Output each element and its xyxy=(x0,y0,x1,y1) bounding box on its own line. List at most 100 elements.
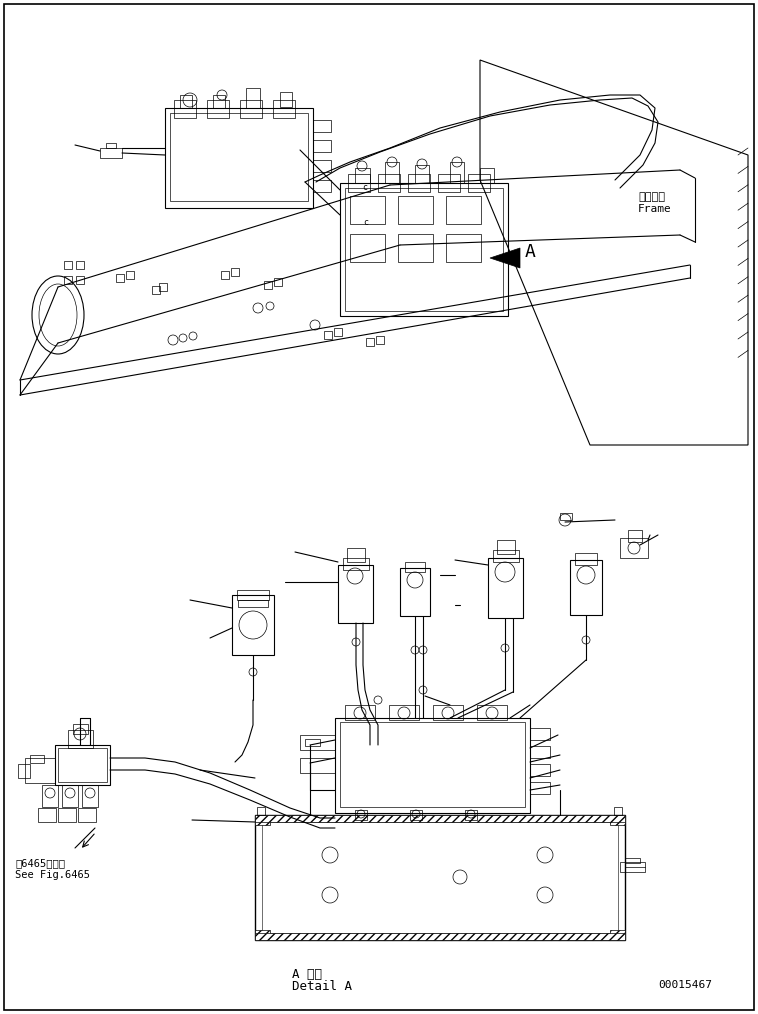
Bar xyxy=(355,168,370,183)
Bar xyxy=(366,338,374,346)
Bar xyxy=(493,550,519,562)
Bar xyxy=(38,808,56,822)
Bar xyxy=(446,234,481,262)
Bar xyxy=(170,113,308,201)
Bar xyxy=(338,565,373,623)
Bar xyxy=(530,764,550,776)
Bar xyxy=(300,758,335,773)
Polygon shape xyxy=(255,933,625,940)
Bar xyxy=(620,862,645,872)
Text: Frame: Frame xyxy=(638,204,672,214)
Bar xyxy=(433,705,463,720)
Bar xyxy=(73,724,88,734)
Text: A: A xyxy=(525,243,536,261)
Bar xyxy=(280,92,292,107)
Polygon shape xyxy=(490,248,520,268)
Bar xyxy=(180,95,192,108)
Bar xyxy=(240,100,262,118)
Bar xyxy=(42,785,58,807)
Bar xyxy=(273,100,295,118)
Bar xyxy=(385,162,399,183)
Bar xyxy=(300,735,335,750)
Bar xyxy=(345,705,375,720)
Bar xyxy=(257,807,265,815)
Bar xyxy=(165,108,313,208)
Bar xyxy=(237,590,269,600)
Text: A 詳細: A 詳細 xyxy=(292,968,322,981)
Bar xyxy=(405,562,425,572)
Bar xyxy=(152,286,160,294)
Polygon shape xyxy=(255,815,625,822)
Bar xyxy=(246,88,260,108)
Polygon shape xyxy=(255,815,270,825)
Bar xyxy=(614,807,622,815)
Bar xyxy=(64,276,72,284)
Bar xyxy=(389,705,419,720)
Text: See Fig.6465: See Fig.6465 xyxy=(15,870,90,880)
Bar xyxy=(207,100,229,118)
Bar xyxy=(560,513,572,520)
Bar xyxy=(376,336,384,344)
Bar xyxy=(232,595,274,655)
Bar xyxy=(465,810,477,820)
Bar xyxy=(410,810,422,820)
Bar xyxy=(625,858,640,863)
Bar xyxy=(334,328,342,336)
Bar xyxy=(468,174,490,192)
Bar xyxy=(274,278,282,286)
Polygon shape xyxy=(610,815,625,825)
Bar xyxy=(347,548,365,562)
Bar xyxy=(450,162,464,183)
Bar xyxy=(221,271,229,279)
Bar xyxy=(408,174,430,192)
Ellipse shape xyxy=(32,276,84,354)
Bar xyxy=(231,268,239,276)
Text: Detail A: Detail A xyxy=(292,980,352,993)
Bar xyxy=(78,808,96,822)
Bar xyxy=(76,276,84,284)
Text: 第6465図参照: 第6465図参照 xyxy=(15,858,65,868)
Bar xyxy=(497,540,515,554)
Polygon shape xyxy=(255,930,270,940)
Bar xyxy=(106,143,116,148)
Bar xyxy=(477,705,507,720)
Bar xyxy=(378,174,400,192)
Bar xyxy=(238,600,268,607)
Bar xyxy=(355,810,367,820)
Bar xyxy=(343,558,369,570)
Bar xyxy=(64,261,72,269)
Bar xyxy=(159,283,167,291)
Bar xyxy=(25,758,55,783)
Bar xyxy=(350,234,385,262)
Bar xyxy=(398,234,433,262)
Bar xyxy=(305,739,320,746)
Bar xyxy=(55,745,110,785)
Bar xyxy=(398,196,433,224)
Bar xyxy=(438,174,460,192)
Bar xyxy=(488,558,523,618)
Bar xyxy=(446,196,481,224)
Bar xyxy=(68,730,93,748)
Bar xyxy=(335,718,530,813)
Bar xyxy=(30,755,44,763)
Bar xyxy=(480,168,494,183)
Polygon shape xyxy=(610,930,625,940)
Bar xyxy=(264,281,272,289)
Bar xyxy=(530,782,550,794)
Bar xyxy=(345,188,503,311)
Bar xyxy=(313,180,331,192)
Bar xyxy=(262,822,618,933)
Ellipse shape xyxy=(39,284,77,346)
Bar xyxy=(58,808,76,822)
Bar xyxy=(340,183,508,316)
Bar xyxy=(620,538,648,558)
Bar xyxy=(76,261,84,269)
Bar xyxy=(62,785,78,807)
Bar xyxy=(400,568,430,615)
Bar xyxy=(18,764,30,778)
Bar xyxy=(348,174,370,192)
Bar xyxy=(415,165,429,183)
Text: c: c xyxy=(362,183,367,192)
Bar xyxy=(58,748,107,782)
Bar xyxy=(530,728,550,740)
